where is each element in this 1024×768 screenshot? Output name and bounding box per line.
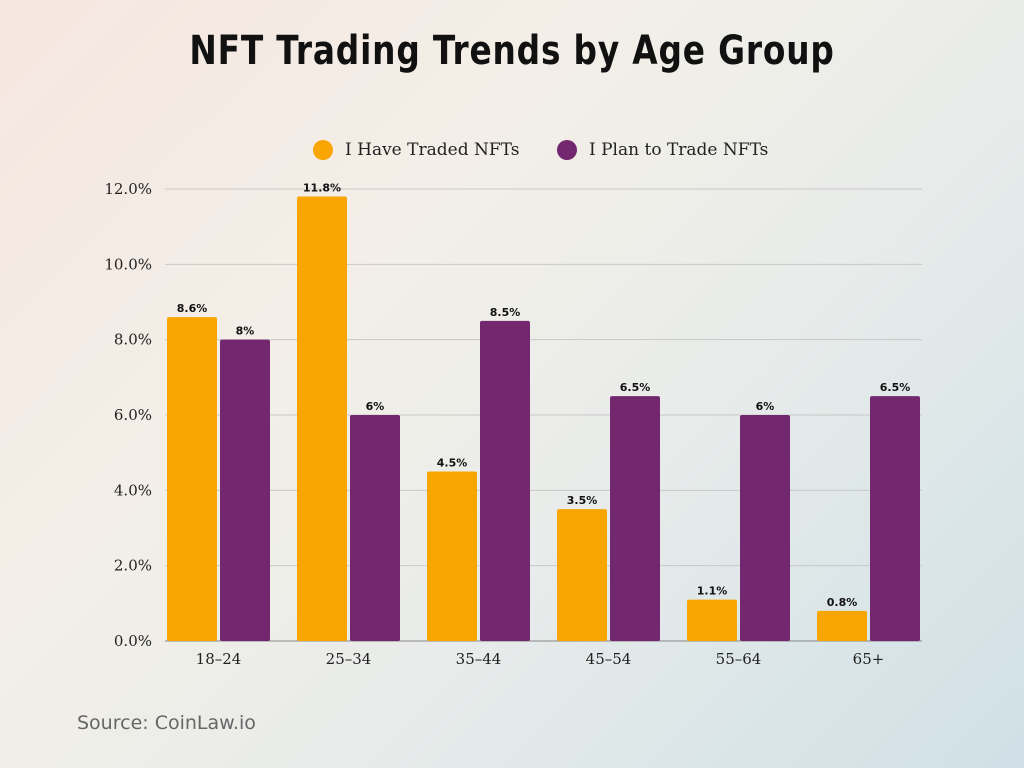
legend-item-traded: I Have Traded NFTs xyxy=(313,140,519,160)
y-tick-label: 10.0% xyxy=(104,255,152,273)
y-tick-label: 0.0% xyxy=(114,632,152,650)
bar-traded xyxy=(817,610,867,641)
x-tick-label: 65+ xyxy=(853,650,885,668)
y-tick-label: 8.0% xyxy=(114,331,152,349)
data-label: 8% xyxy=(236,325,255,338)
bar-traded xyxy=(297,196,347,642)
data-label: 8.6% xyxy=(177,302,208,315)
bar-plan xyxy=(610,396,660,641)
bar-traded xyxy=(427,471,477,641)
x-tick-label: 35–44 xyxy=(456,650,502,668)
data-label: 6.5% xyxy=(620,381,651,394)
data-label: 0.8% xyxy=(827,596,858,609)
data-label: 11.8% xyxy=(303,182,341,195)
data-label: 6% xyxy=(756,400,775,413)
bar-traded xyxy=(557,509,607,641)
y-tick-label: 2.0% xyxy=(114,557,152,575)
data-label: 1.1% xyxy=(697,585,728,598)
x-tick-label: 18–24 xyxy=(196,650,242,668)
bar-plan xyxy=(350,415,400,641)
x-tick-label: 55–64 xyxy=(716,650,762,668)
chart-title: NFT Trading Trends by Age Group xyxy=(189,28,835,74)
bar-traded xyxy=(687,599,737,641)
bar-plan xyxy=(870,396,920,641)
legend-swatch-plan xyxy=(557,140,577,160)
y-tick-label: 12.0% xyxy=(104,180,152,198)
legend-item-plan: I Plan to Trade NFTs xyxy=(557,140,768,160)
bar-traded xyxy=(167,317,217,641)
data-label: 8.5% xyxy=(490,306,521,319)
legend-label-traded: I Have Traded NFTs xyxy=(345,140,520,160)
bar-plan xyxy=(740,415,790,641)
data-label: 6% xyxy=(366,400,385,413)
y-tick-label: 4.0% xyxy=(114,481,152,499)
bar-plan xyxy=(480,320,530,641)
bar-plan xyxy=(220,339,270,641)
y-tick-label: 6.0% xyxy=(114,406,152,424)
data-label: 3.5% xyxy=(567,494,598,507)
data-label: 4.5% xyxy=(437,457,468,470)
data-label: 6.5% xyxy=(880,381,911,394)
x-tick-label: 45–54 xyxy=(586,650,632,668)
legend-swatch-traded xyxy=(313,140,333,160)
x-tick-label: 25–34 xyxy=(326,650,372,668)
legend-label-plan: I Plan to Trade NFTs xyxy=(589,140,769,160)
source-note: Source: CoinLaw.io xyxy=(77,712,256,734)
